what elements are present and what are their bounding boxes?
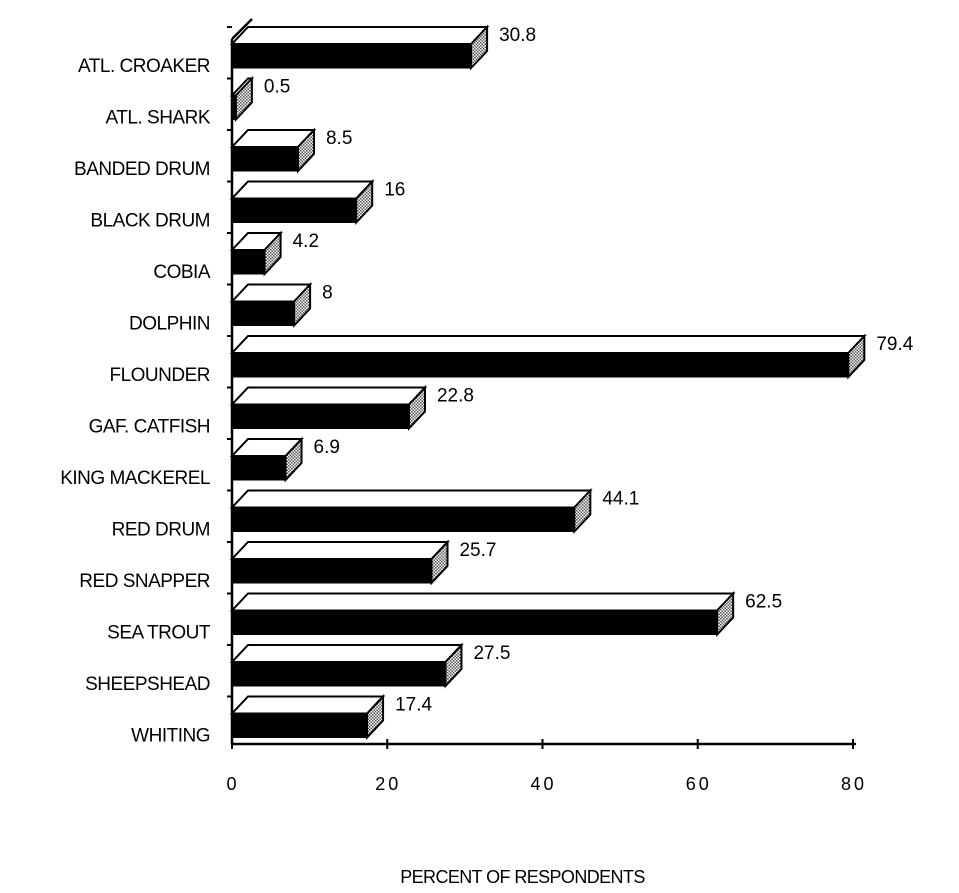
- bar-top-face: [229, 644, 464, 663]
- bar-group: 6.9: [229, 436, 340, 483]
- category-label: COBIA: [153, 262, 210, 283]
- bar: [231, 610, 718, 635]
- bar-value-label: 30.8: [499, 25, 536, 46]
- bars-layer: 30.8 0.5 8.5 16 4.2 8 79.4 22.8 6.9 44.1 25.7 62.5 2…: [229, 24, 914, 741]
- bar-top-face: [229, 180, 375, 200]
- bar: [231, 713, 368, 738]
- bar-group: 17.4: [229, 693, 432, 741]
- category-label: SEA TROUT: [107, 623, 211, 644]
- bar-value-label: 0.5: [264, 77, 290, 98]
- bar-group: 8: [229, 281, 333, 329]
- category-label: BANDED DRUM: [74, 159, 210, 180]
- category-label: GAF. CATFISH: [89, 417, 210, 438]
- bar-group: 27.5: [229, 642, 510, 689]
- x-axis-title: PERCENT OF RESPONDENTS: [400, 867, 645, 887]
- bar-value-label: 25.7: [459, 540, 496, 561]
- bar-value-label: 44.1: [602, 489, 639, 510]
- x-tick-label: 20: [375, 774, 401, 794]
- bar: [231, 43, 472, 69]
- category-label: WHITING: [131, 726, 210, 747]
- x-tick-label: 80: [841, 774, 867, 794]
- bar: [231, 146, 299, 172]
- bar-value-label: 79.4: [876, 334, 913, 355]
- category-label: SHEEPSHEAD: [85, 674, 210, 695]
- category-label: RED SNAPPER: [79, 571, 210, 592]
- bar-group: 16: [229, 178, 405, 226]
- bar-value-label: 8.5: [326, 128, 352, 149]
- bar-value-label: 22.8: [437, 386, 474, 407]
- axis-layer: ATL. CROAKER ATL. SHARK BANDED DRUM BLACK D…: [60, 18, 867, 794]
- bar: [231, 198, 357, 223]
- bar-group: 22.8: [229, 384, 474, 432]
- bar: [231, 455, 287, 481]
- bar-value-label: 62.5: [745, 592, 782, 613]
- category-label: DOLPHIN: [129, 314, 210, 335]
- bar-value-label: 6.9: [314, 437, 340, 458]
- bar-top-face: [229, 695, 386, 715]
- bar-top-face: [229, 335, 867, 354]
- bar-value-label: 27.5: [473, 643, 510, 664]
- x-tick-label: 60: [686, 774, 712, 794]
- category-label: RED DRUM: [112, 520, 210, 541]
- bar-group: 62.5: [229, 590, 782, 638]
- bar: [231, 352, 849, 378]
- bar-group: 30.8: [229, 24, 536, 71]
- category-label: FLOUNDER: [109, 365, 210, 386]
- bar-top-face: [229, 489, 593, 509]
- y-axis-cap: [231, 18, 253, 40]
- bar-top-face: [229, 592, 736, 612]
- bar-top-face: [229, 541, 450, 560]
- bar-group: 25.7: [229, 539, 496, 586]
- bar: [231, 249, 266, 275]
- bar-group: 44.1: [229, 487, 639, 535]
- bar: [231, 507, 575, 532]
- bar-value-label: 16: [384, 180, 405, 201]
- bar-value-label: 8: [322, 283, 333, 304]
- bar-group: 4.2: [229, 230, 319, 277]
- bar-top-face: [229, 386, 428, 406]
- bar-value-label: 17.4: [395, 695, 432, 716]
- bar: [231, 404, 410, 429]
- bar-group: 79.4: [229, 333, 914, 380]
- category-label: ATL. CROAKER: [78, 56, 210, 77]
- bar-group: 8.5: [229, 127, 352, 174]
- x-tick-label: 40: [530, 774, 556, 794]
- category-label: KING MACKEREL: [60, 468, 210, 489]
- x-tick-label: 0: [226, 774, 239, 794]
- category-label: BLACK DRUM: [90, 211, 210, 232]
- category-label: ATL. SHARK: [106, 108, 211, 129]
- bar-group: 0.5: [229, 75, 290, 123]
- bar: [231, 558, 432, 584]
- bar: [231, 301, 295, 326]
- bar-top-face: [229, 26, 490, 45]
- bar: [231, 661, 446, 687]
- bar-value-label: 4.2: [293, 231, 319, 252]
